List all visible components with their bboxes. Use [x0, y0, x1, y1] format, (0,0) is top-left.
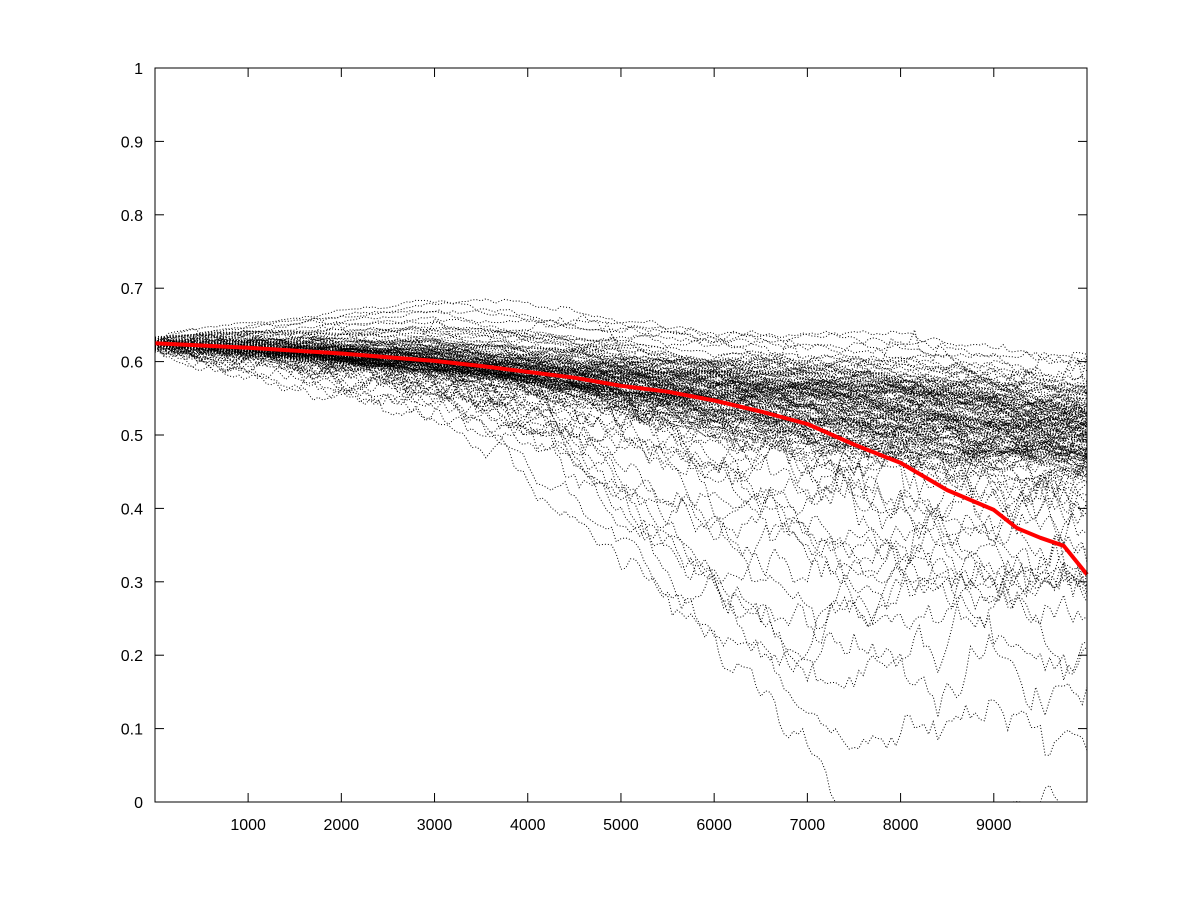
- y-tick-label: 0: [134, 795, 143, 812]
- ensemble-trace: [154, 339, 1088, 393]
- ensemble-trace: [154, 340, 1088, 419]
- x-tick-label: 7000: [790, 817, 826, 834]
- ensemble-trace: [154, 326, 1088, 396]
- ensemble-trace: [154, 342, 1088, 432]
- ensemble-trace: [154, 343, 1088, 433]
- ensemble-trace: [154, 334, 1088, 405]
- ensemble-trace: [154, 344, 1088, 465]
- x-tick-label: 9000: [976, 817, 1012, 834]
- y-tick-label: 0.3: [121, 575, 143, 592]
- ensemble-trace: [154, 332, 1088, 399]
- ensemble-trace: [154, 343, 1088, 718]
- ensemble-trace: [154, 343, 1088, 409]
- ensemble-trace: [154, 341, 1088, 431]
- ensemble-trace: [154, 349, 1087, 803]
- ensemble-trace: [154, 343, 1088, 462]
- ensemble-trace: [154, 342, 1088, 418]
- y-tick-label: 0.8: [121, 208, 143, 225]
- ensemble-trace: [154, 343, 1088, 470]
- ensemble-trace: [154, 342, 1088, 456]
- ensemble-trace: [154, 340, 1088, 630]
- ensemble-trace: [154, 345, 1088, 543]
- y-tick-label: 0.4: [121, 501, 143, 518]
- y-tick-label: 0.1: [121, 722, 143, 739]
- ensemble-trace: [154, 338, 1088, 445]
- ensemble-trace: [154, 343, 1088, 418]
- x-tick-label: 1000: [230, 817, 266, 834]
- ensemble-trace: [154, 328, 1088, 425]
- ensemble-trace: [154, 342, 1088, 419]
- x-tick-label: 6000: [696, 817, 732, 834]
- ensemble-trace: [154, 329, 1088, 594]
- ensemble-trace: [154, 340, 1088, 429]
- ensemble-trace: [154, 342, 1088, 414]
- ensemble-trace: [154, 334, 1088, 605]
- plot-frame: [154, 67, 1088, 803]
- ensemble-trace: [154, 342, 1088, 440]
- y-tick-label: 0.7: [121, 281, 143, 298]
- ensemble-trace: [154, 341, 1088, 683]
- ensemble-trace: [154, 317, 1088, 503]
- ensemble-trace: [154, 341, 1088, 409]
- ensemble-trace: [154, 344, 1088, 436]
- ensemble-trace: [154, 319, 1088, 388]
- ensemble-trace: [154, 340, 1088, 426]
- y-tick-label: 0.5: [121, 428, 143, 445]
- ensemble-trace: [154, 344, 1088, 483]
- ensemble-trace: [154, 335, 1088, 757]
- x-tick-label: 3000: [417, 817, 453, 834]
- ensemble-trace: [154, 328, 1088, 403]
- ensemble-trace: [154, 341, 1088, 425]
- x-tick-label: 8000: [883, 817, 919, 834]
- ensemble-trace: [154, 342, 1088, 463]
- ensemble-trace: [154, 342, 1088, 479]
- ensemble-trace: [154, 342, 1088, 451]
- ensemble-trace: [154, 339, 1088, 467]
- ensemble-trace: [154, 341, 1088, 426]
- ensemble-trace: [154, 347, 1088, 681]
- ensemble-trace: [154, 342, 1088, 448]
- ensemble-trace: [154, 344, 1088, 440]
- y-tick-label: 1: [134, 61, 143, 78]
- ensemble-trace: [154, 342, 1088, 478]
- ensemble-trace: [154, 343, 1088, 435]
- y-tick-label: 0.2: [121, 648, 143, 665]
- ensemble-trace: [154, 339, 1088, 589]
- x-axis: 1000 2000 3000 4000 5000 6000 7000 8000 9000: [230, 68, 1012, 834]
- ensemble-trace: [155, 338, 1088, 401]
- ensemble-trace: [154, 337, 1088, 398]
- y-tick-label: 0.9: [121, 134, 143, 151]
- ensemble-trace: [154, 341, 1088, 434]
- ensemble-trace: [154, 343, 1088, 538]
- ensemble-trace: [154, 340, 1088, 418]
- ensemble-trace: [154, 345, 1088, 593]
- ensemble-trace: [154, 343, 1088, 630]
- ensemble-trace: [154, 333, 1088, 535]
- ensemble-trace: [154, 342, 1088, 497]
- mean-series-line: [154, 341, 1089, 576]
- ensemble-trace: [154, 342, 1088, 471]
- x-tick-label: 4000: [510, 817, 546, 834]
- x-tick-label: 5000: [603, 817, 639, 834]
- ensemble-trace: [154, 344, 1088, 625]
- ensemble-trace: [154, 310, 1088, 390]
- ensemble-trace: [154, 341, 1088, 441]
- y-axis: 0 0.1 0.2 0.3 0.4 0.5 0.6 0.7 0.8 0.9 1: [121, 61, 1087, 812]
- ensemble-trace: [154, 339, 1088, 414]
- ensemble-traces: [154, 298, 1088, 803]
- x-tick-label: 2000: [324, 817, 360, 834]
- y-tick-label: 0.6: [121, 355, 143, 372]
- ensemble-trace: [154, 343, 1088, 470]
- ensemble-trace: [154, 336, 1088, 464]
- ensemble-trace: [154, 343, 1088, 446]
- mean-series: [154, 341, 1089, 576]
- ensemble-trace: [154, 343, 1088, 459]
